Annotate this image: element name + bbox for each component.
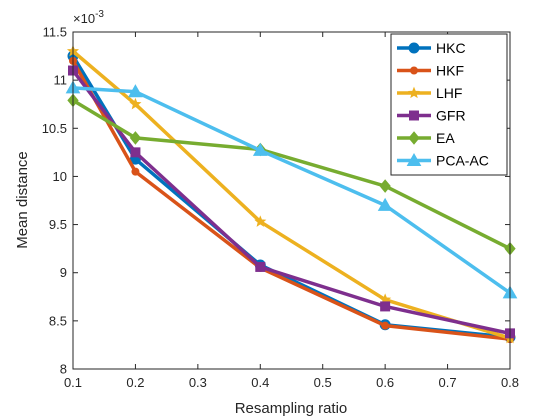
y-exponent-label: ×10-3 bbox=[73, 9, 104, 26]
legend-marker bbox=[410, 66, 418, 75]
x-tick-label: 0.7 bbox=[439, 375, 457, 390]
y-tick-label: 8.5 bbox=[49, 313, 67, 328]
data-point bbox=[129, 97, 142, 110]
marker-shape bbox=[254, 215, 267, 227]
x-tick-label: 0.3 bbox=[189, 375, 207, 390]
y-tick-label: 10 bbox=[53, 169, 67, 184]
axes-layer: 0.1 0.2 0.3 0.4 0.5 0.6 0.7 0.8 8 8.5 9 9.5 10 10.5 11… bbox=[42, 25, 519, 391]
y-axis-label: Mean distance bbox=[14, 151, 31, 249]
data-point bbox=[255, 261, 266, 272]
legend-item-lhf: LHF bbox=[397, 85, 462, 101]
data-point bbox=[128, 84, 143, 98]
y-exponent-base: ×10 bbox=[73, 11, 95, 26]
legend-marker bbox=[409, 110, 419, 121]
y-axis-ticks: 8 8.5 9 9.5 10 10.5 11 11.5 bbox=[42, 25, 510, 377]
y-tick-label: 9 bbox=[60, 265, 67, 280]
marker-shape bbox=[131, 167, 140, 176]
data-point bbox=[129, 131, 142, 145]
data-point bbox=[380, 301, 391, 312]
x-tick-label: 0.2 bbox=[126, 375, 144, 390]
x-tick-label: 0.8 bbox=[501, 375, 519, 390]
legend-marker bbox=[406, 152, 422, 166]
x-tick-label: 0.4 bbox=[251, 375, 269, 390]
marker-shape bbox=[377, 197, 393, 211]
y-tick-label: 11.5 bbox=[43, 25, 67, 40]
data-point bbox=[252, 142, 268, 156]
legend-item-ea: EA bbox=[397, 130, 455, 146]
y-tick-label: 10.5 bbox=[42, 121, 67, 136]
x-tick-label: 0.1 bbox=[64, 375, 82, 390]
marker-shape bbox=[407, 86, 421, 99]
marker-shape bbox=[409, 110, 419, 121]
marker-shape bbox=[379, 179, 391, 193]
x-axis-ticks: 0.1 0.2 0.3 0.4 0.5 0.6 0.7 0.8 bbox=[64, 32, 519, 390]
legend-item-hkf: HKF bbox=[397, 63, 464, 79]
data-point bbox=[254, 215, 267, 227]
marker-shape bbox=[408, 42, 420, 54]
legend-label: GFR bbox=[436, 108, 466, 124]
legend-label: HKF bbox=[436, 63, 464, 79]
legend-marker bbox=[408, 131, 420, 145]
marker-shape bbox=[255, 261, 266, 272]
legend-box bbox=[390, 33, 508, 176]
marker-shape bbox=[129, 97, 142, 110]
legend-label: PCA-AC bbox=[436, 153, 489, 169]
legend-marker bbox=[407, 86, 421, 99]
y-tick-label: 8 bbox=[60, 362, 67, 377]
legend-label: LHF bbox=[436, 85, 462, 101]
legend-label: HKC bbox=[436, 40, 466, 56]
legend-item-gfr: GFR bbox=[397, 108, 466, 124]
marker-shape bbox=[406, 152, 422, 166]
marker-shape bbox=[380, 301, 391, 312]
marker-shape bbox=[128, 84, 143, 98]
x-tick-label: 0.5 bbox=[314, 375, 332, 390]
y-tick-label: 9.5 bbox=[49, 217, 67, 232]
y-exponent-power: -3 bbox=[95, 9, 104, 20]
legend-label: EA bbox=[436, 130, 455, 146]
marker-shape bbox=[410, 66, 418, 75]
legend-item-pca-ac: PCA-AC bbox=[397, 153, 489, 169]
data-point bbox=[377, 197, 393, 211]
y-tick-label: 11 bbox=[54, 73, 68, 88]
x-tick-label: 0.6 bbox=[376, 375, 394, 390]
legend: HKC HKF LHF GFR EA PCA-AC bbox=[390, 33, 508, 176]
legend-item-hkc: HKC bbox=[397, 40, 466, 56]
x-axis-label: Resampling ratio bbox=[235, 400, 348, 417]
marker-shape bbox=[130, 147, 141, 158]
marker-shape bbox=[408, 131, 420, 145]
data-point bbox=[130, 147, 141, 158]
data-point bbox=[131, 167, 140, 176]
marker-shape bbox=[129, 131, 142, 145]
marker-shape bbox=[252, 142, 268, 156]
marker-shape bbox=[381, 321, 390, 330]
data-point bbox=[379, 179, 391, 193]
legend-marker bbox=[408, 42, 420, 54]
axes-box bbox=[72, 31, 511, 370]
data-point bbox=[381, 321, 390, 330]
